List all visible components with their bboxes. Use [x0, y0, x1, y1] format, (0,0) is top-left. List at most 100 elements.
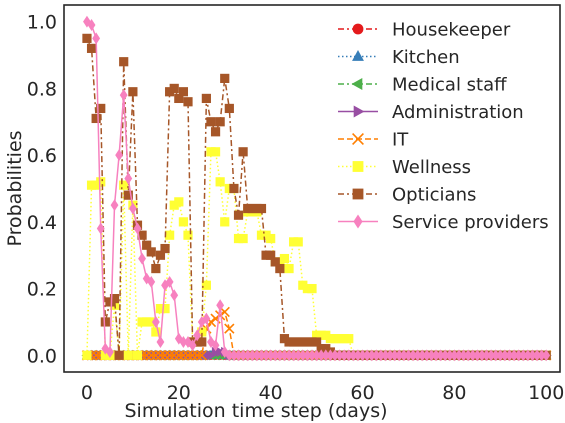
data-point — [206, 117, 216, 127]
data-point — [239, 349, 248, 362]
data-point — [202, 312, 211, 325]
data-point — [220, 346, 229, 358]
data-point — [487, 349, 496, 362]
data-point — [173, 350, 184, 361]
data-point — [225, 349, 234, 362]
data-point — [165, 230, 175, 240]
data-point — [224, 103, 234, 114]
data-point — [215, 117, 225, 127]
data-point — [326, 349, 335, 362]
data-point — [418, 349, 427, 362]
series-7 — [83, 15, 551, 362]
data-point — [409, 349, 417, 362]
data-point — [161, 279, 169, 292]
data-point — [220, 73, 230, 83]
data-point — [123, 350, 133, 360]
data-point — [210, 127, 221, 137]
data-point — [146, 317, 156, 327]
data-point — [216, 299, 225, 312]
data-point — [109, 294, 120, 304]
legend-entry: Service providers — [338, 212, 549, 233]
data-point — [238, 147, 248, 157]
data-point — [141, 350, 152, 361]
x-tick-label: 100 — [528, 382, 564, 404]
data-point — [197, 315, 206, 328]
data-point — [86, 43, 97, 53]
data-point — [110, 199, 119, 212]
data-point — [523, 349, 532, 362]
legend-label: Housekeeper — [392, 20, 511, 41]
data-point — [87, 19, 96, 31]
data-point — [234, 349, 243, 362]
legend-label: Kitchen — [392, 47, 460, 68]
data-point — [178, 87, 189, 97]
data-point — [533, 349, 541, 362]
data-point — [147, 275, 156, 288]
data-point — [427, 349, 436, 362]
legend-marker — [352, 161, 364, 172]
data-point — [169, 83, 179, 94]
data-point — [146, 350, 157, 361]
data-point — [312, 349, 321, 362]
data-point — [270, 257, 280, 267]
data-point — [367, 349, 376, 362]
data-point — [193, 329, 202, 342]
data-point — [146, 247, 156, 257]
data-point — [363, 349, 372, 362]
data-point — [106, 346, 114, 358]
data-point — [233, 210, 244, 220]
y-tick-label: 0.8 — [27, 78, 57, 100]
data-point — [317, 349, 326, 362]
legend-label: Opticians — [392, 185, 476, 206]
legend-marker — [353, 214, 363, 229]
data-point — [436, 349, 445, 362]
data-point — [178, 350, 189, 361]
data-point — [119, 57, 129, 67]
data-point — [92, 32, 101, 45]
data-point — [101, 342, 110, 355]
data-point — [256, 203, 267, 214]
data-point — [132, 350, 143, 360]
data-point — [230, 349, 238, 362]
data-point — [478, 349, 486, 362]
data-point — [280, 349, 289, 362]
data-point — [335, 349, 344, 362]
data-point — [344, 349, 353, 362]
data-point — [119, 180, 129, 190]
data-point — [178, 217, 189, 227]
legend-label: Administration — [392, 102, 524, 123]
data-point — [294, 349, 303, 362]
data-point — [133, 222, 142, 235]
data-point — [91, 113, 101, 124]
legend-label: Wellness — [392, 157, 471, 178]
data-point — [124, 172, 133, 185]
data-point — [473, 349, 482, 362]
x-tick-label: 40 — [259, 382, 283, 404]
data-point — [214, 310, 226, 321]
data-point — [293, 237, 303, 247]
data-point — [349, 349, 358, 362]
data-point — [284, 263, 294, 274]
data-point — [528, 349, 537, 362]
data-point — [142, 240, 152, 250]
data-point — [331, 349, 339, 362]
data-point — [165, 275, 174, 288]
data-point — [82, 33, 92, 43]
legend-label: IT — [392, 130, 409, 151]
data-point — [151, 315, 160, 328]
data-point — [159, 350, 171, 361]
legend-label: Medical staff — [392, 75, 507, 96]
data-point — [155, 350, 166, 361]
data-point — [376, 349, 385, 362]
legend-entry: Administration — [338, 102, 524, 123]
data-point — [381, 349, 390, 362]
data-point — [491, 349, 500, 362]
data-point — [210, 147, 221, 157]
legend-marker — [353, 105, 365, 118]
x-tick-label: 20 — [167, 382, 191, 404]
data-point — [441, 349, 450, 362]
data-point — [128, 87, 138, 97]
y-tick-label: 0.4 — [27, 212, 57, 234]
